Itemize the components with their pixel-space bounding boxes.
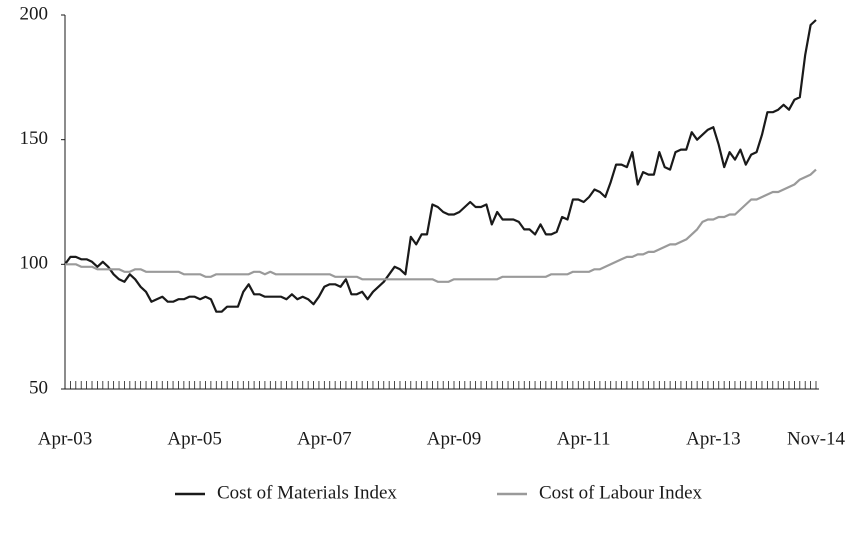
legend-label: Cost of Labour Index (539, 482, 703, 503)
legend-label: Cost of Materials Index (217, 482, 397, 503)
x-tick-label: Apr-09 (427, 428, 482, 449)
x-tick-label: Apr-07 (297, 428, 352, 449)
y-tick-label: 50 (29, 377, 48, 398)
x-tick-label: Apr-11 (557, 428, 611, 449)
x-tick-label: Apr-13 (686, 428, 741, 449)
series-line (64, 19, 817, 313)
x-tick-label: Apr-05 (167, 428, 222, 449)
x-tick-label: Nov-14 (787, 428, 846, 449)
x-tick-label: Apr-03 (38, 428, 93, 449)
series-line (65, 168, 817, 283)
y-tick-label: 150 (20, 128, 49, 149)
y-tick-label: 100 (20, 253, 49, 274)
y-tick-label: 200 (20, 3, 49, 24)
